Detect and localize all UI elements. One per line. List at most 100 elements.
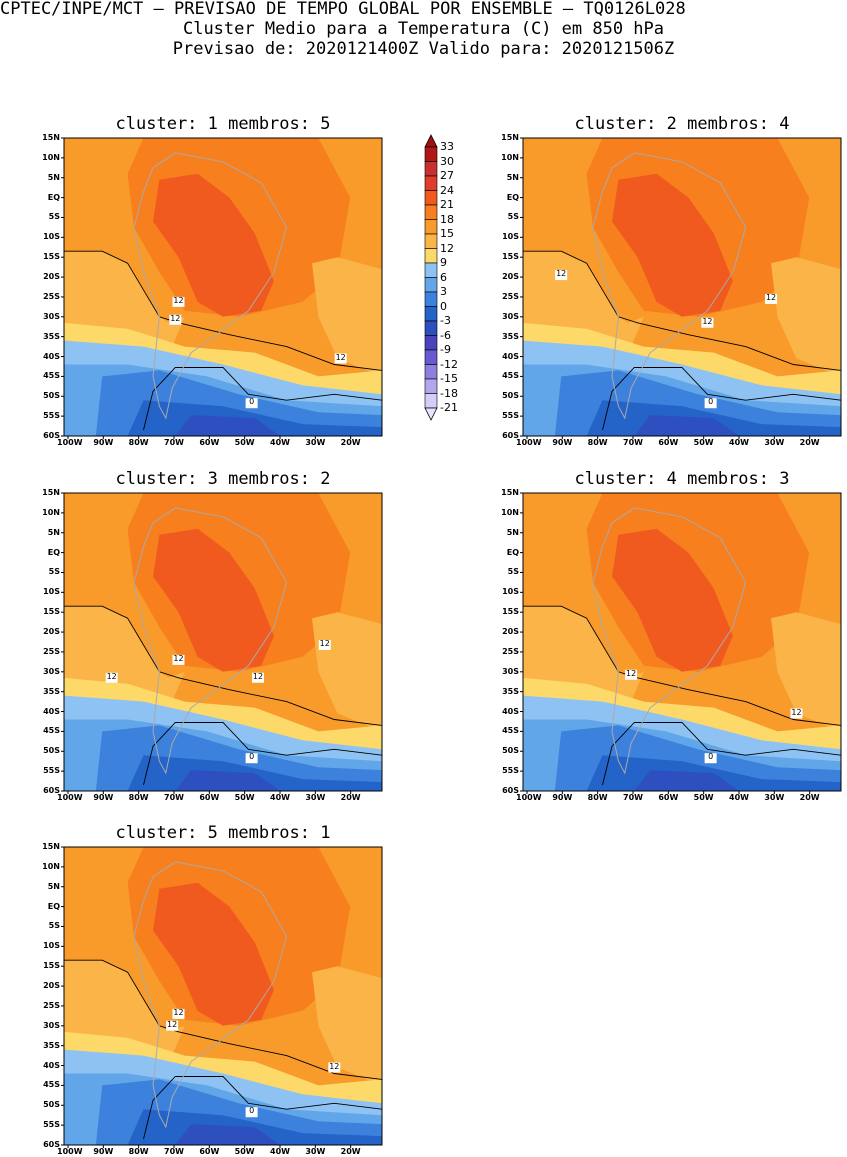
lon-tick-label: 100W [57,1147,83,1156]
lat-tick-label: 20S [502,272,519,282]
lon-tick-label: 30W [305,438,326,447]
lon-tick-label: 40W [270,793,290,802]
lat-tick-label: 5N [506,527,519,537]
lon-tick-label: 60W [199,1147,220,1156]
lon-tick-label: 100W [516,438,542,447]
lon-tick-label: 70W [164,1147,184,1156]
lat-tick-label: 40S [43,1060,60,1070]
lat-tick-label: 50S [43,746,60,756]
lon-tick-label: 50W [693,438,714,447]
lat-tick-label: 10S [502,587,519,597]
contour-label: 0 [249,752,255,762]
lat-tick-label: 25S [43,1000,60,1010]
isotherm-0 [143,1076,382,1140]
lat-tick-label: 15N [42,133,60,142]
lat-tick-label: 25S [502,291,519,301]
coastline [133,861,288,1129]
temp-field-neg6-neg3 [175,415,281,436]
temp-field-12-15-west [64,606,185,702]
lat-tick-label: 50S [502,391,519,401]
lat-tick-label: 35S [43,331,60,341]
coastline [133,507,288,775]
lon-tick-label: 40W [729,438,749,447]
colorbar-top-arrow [424,134,438,148]
colorbar-swatch [424,320,438,336]
lat-tick-label: 40S [43,706,60,716]
lat-tick-label: 30S [502,666,519,676]
lat-tick-label: 55S [43,766,60,776]
lat-tick-label: 5S [48,921,60,931]
lat-tick-label: 60S [43,786,60,795]
colorbar-level-label: 15 [440,227,454,240]
temp-field-12-15-east [312,257,382,377]
temp-field-12-15-east [771,612,841,732]
lon-tick-label: 90W [93,793,114,802]
lat-tick-label: EQ [506,547,519,557]
lat-tick-label: 25S [43,291,60,301]
isotherm-12 [64,605,382,726]
lat-tick-label: 10N [501,152,519,162]
lon-tick-label: 80W [587,793,608,802]
isotherm-0 [602,367,841,431]
temp-field-12-15-west [64,960,185,1056]
lon-tick-label: 90W [552,438,573,447]
temp-field-12-15-east [312,966,382,1086]
panel-title-2: cluster: 2 membros: 4 [574,114,790,134]
lat-tick-label: 55S [502,766,519,776]
colorbar-swatch [424,233,438,249]
colorbar-level-label: -21 [440,401,458,414]
colorbar-level-label: -9 [440,343,451,356]
temp-field-21-24 [153,173,274,317]
colorbar-level-label: 6 [440,270,447,284]
lon-tick-label: 30W [764,793,785,802]
temp-field-12-15-west [523,606,644,702]
lat-tick-label: 55S [502,411,519,421]
colorbar-swatch [424,335,438,351]
lat-tick-label: 35S [43,1040,60,1050]
lon-tick-label: 30W [764,438,785,447]
lat-tick-label: EQ [47,901,60,911]
lat-tick-label: 30S [43,311,60,321]
lon-tick-label: 100W [516,793,542,802]
colorbar-swatch [424,262,438,278]
lon-tick-label: 50W [234,1147,255,1156]
lon-tick-label: 80W [128,1147,149,1156]
contour-label: 12 [702,316,713,326]
map-panel-4 [520,492,842,794]
contour-label: 12 [106,671,117,681]
lat-tick-label: EQ [47,547,60,557]
lon-tick-label: 30W [305,1147,326,1156]
lat-tick-label: 15N [42,842,60,851]
lat-tick-label: EQ [506,192,519,202]
isotherm-12 [64,959,382,1080]
temp-field-21-24 [153,528,274,672]
lat-tick-label: 5N [47,172,60,182]
lat-tick-label: 40S [43,351,60,361]
colorbar [424,134,438,421]
temp-field-neg6-neg3 [634,415,740,436]
map-panel-2 [520,137,842,439]
lat-tick-label: 35S [502,686,519,696]
colorbar-swatch [424,161,438,177]
lon-tick-label: 80W [128,793,149,802]
colorbar-level-label: 27 [440,169,454,182]
lon-tick-label: 40W [270,1147,290,1156]
lat-tick-label: 15S [502,607,519,617]
lat-tick-label: 45S [43,1080,60,1090]
colorbar-bottom-arrow [424,407,438,421]
coastline [133,152,288,420]
colorbar-level-label: 12 [440,241,454,255]
colorbar-swatch [424,190,438,206]
main-title: CPTEC/INPE/MCT – PREVISAO DE TEMPO GLOBA… [0,0,686,19]
lat-tick-label: 20S [43,981,60,991]
lat-tick-label: 60S [502,786,519,795]
lon-tick-label: 60W [199,793,220,802]
lon-tick-label: 20W [799,793,820,802]
panel-title-3: cluster: 3 membros: 2 [115,469,331,489]
contour-label: 0 [708,397,714,407]
panel-title-1: cluster: 1 membros: 5 [115,114,331,134]
lon-tick-label: 100W [57,793,83,802]
contour-label: 12 [170,313,181,323]
colorbar-swatch [424,393,438,409]
